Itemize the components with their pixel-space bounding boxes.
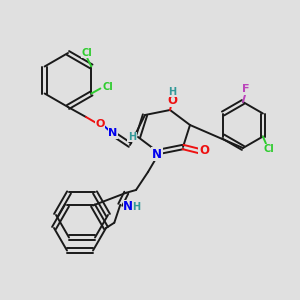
Text: Cl: Cl (263, 145, 274, 154)
Text: N: N (152, 148, 162, 160)
Text: H: H (132, 202, 140, 212)
Text: N: N (108, 128, 118, 138)
Text: H: H (168, 87, 176, 97)
Text: Cl: Cl (102, 82, 113, 92)
Text: H: H (128, 132, 136, 142)
Text: N: N (123, 200, 133, 213)
Text: F: F (242, 84, 250, 94)
Text: O: O (167, 94, 177, 106)
Text: O: O (95, 119, 105, 129)
Text: Cl: Cl (81, 47, 92, 58)
Text: O: O (199, 145, 209, 158)
